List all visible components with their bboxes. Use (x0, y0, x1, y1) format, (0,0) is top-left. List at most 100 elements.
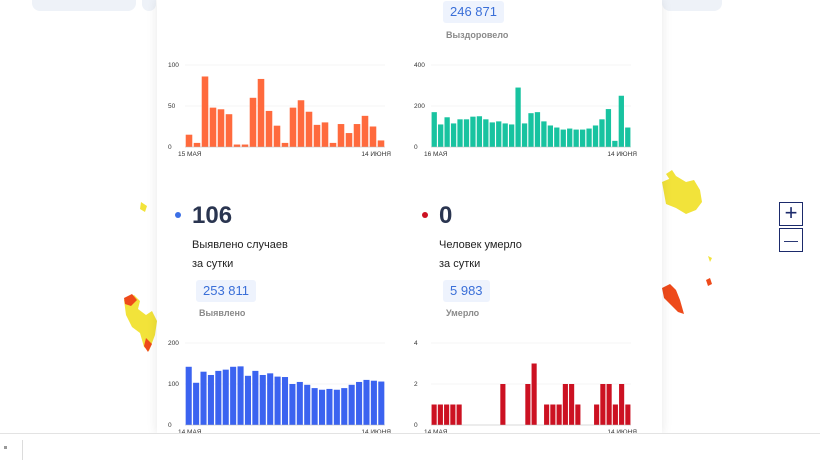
recovered-total-chip: 246 871 (443, 1, 504, 23)
bar (185, 366, 192, 425)
cases-dot (175, 212, 181, 218)
bar (296, 381, 303, 425)
background-region-chip-left (32, 0, 136, 11)
bar (534, 112, 541, 147)
bar (476, 116, 483, 147)
bar (573, 129, 579, 147)
bottom-bar-separator (22, 440, 23, 460)
bar (457, 119, 463, 147)
bar (363, 379, 370, 425)
y-tick-label: 100 (168, 381, 179, 388)
bar (554, 127, 560, 147)
y-tick-label: 200 (414, 103, 425, 110)
bar (361, 115, 369, 147)
bar (456, 404, 462, 425)
zoom-in-button[interactable]: + (779, 202, 803, 226)
y-tick-label: 0 (168, 144, 172, 151)
bar (528, 113, 534, 147)
bar (594, 404, 600, 425)
bar (489, 122, 495, 147)
bar (544, 404, 550, 425)
y-tick-label: 0 (414, 422, 418, 429)
statistics-card: 246 871 Выздоровело 100 50 0 15 МАЯ 14 ИЮНЯ … (157, 0, 662, 436)
bar (249, 97, 257, 147)
bar (252, 370, 259, 425)
bar (567, 128, 573, 147)
bar (333, 389, 340, 425)
bar (470, 116, 476, 147)
bar (579, 129, 586, 147)
bar (515, 87, 521, 147)
bar (556, 404, 562, 425)
background-region-chip-right (662, 0, 722, 11)
bar (329, 142, 337, 147)
bar (605, 109, 612, 147)
bar (267, 373, 274, 425)
deaths-description: Человек умерло за сутки (439, 236, 579, 274)
map-region-east (662, 170, 712, 314)
bottom-bar (0, 433, 820, 462)
x-end-label: 14 ИЮНЯ (607, 429, 637, 436)
deaths-total-chip: 5 983 (443, 280, 490, 302)
bar (625, 127, 631, 147)
bar (297, 100, 305, 147)
y-tick-label: 200 (168, 340, 179, 347)
bar (370, 380, 377, 425)
bar (500, 384, 506, 425)
recovered-caption: Выздоровело (446, 30, 509, 40)
bar (215, 370, 222, 425)
bar (438, 124, 444, 147)
y-tick-label: 0 (168, 422, 172, 429)
deaths-caption: Умерло (446, 308, 480, 318)
bar (496, 121, 502, 147)
deaths-dot (422, 212, 428, 218)
deaths-desc-line1: Человек умерло (439, 239, 522, 251)
x-start-label: 14 МАЯ (424, 429, 448, 436)
cases-desc-line2: за сутки (192, 258, 234, 270)
bar (345, 133, 353, 147)
bar (319, 389, 326, 425)
bar (274, 376, 281, 425)
x-end-label: 14 ИЮНЯ (361, 151, 391, 158)
map-region-west (124, 202, 157, 352)
bar (281, 377, 289, 425)
bar (313, 124, 321, 147)
cases-caption: Выявлено (199, 308, 246, 318)
bar (525, 384, 531, 425)
bar (337, 124, 345, 147)
y-tick-label: 50 (168, 103, 176, 110)
bar (575, 404, 581, 425)
cases-chart-blue: 200 100 0 14 МАЯ 14 ИЮНЯ (168, 340, 391, 436)
bar (625, 404, 631, 425)
bar (521, 123, 528, 147)
bar (304, 384, 311, 425)
x-start-label: 15 МАЯ (178, 151, 202, 158)
bar (450, 404, 456, 425)
recovered-chart: 400 200 0 16 МАЯ 14 ИЮНЯ (414, 62, 637, 158)
y-tick-label: 0 (414, 144, 418, 151)
bar (600, 384, 606, 425)
bar (450, 123, 457, 147)
bar (599, 119, 605, 147)
bar (444, 404, 450, 425)
bar (200, 371, 207, 425)
bar (509, 124, 515, 147)
bar (244, 375, 251, 425)
bar (560, 129, 566, 147)
deaths-total-value: 5 983 (450, 283, 483, 298)
bar (209, 107, 217, 147)
bar (311, 388, 318, 425)
bar (241, 144, 249, 147)
bar (305, 111, 313, 147)
cases-today-value: 106 (192, 202, 233, 229)
zoom-out-button[interactable]: — (779, 228, 803, 252)
background-region-chip-mid (142, 0, 156, 11)
x-start-label: 16 МАЯ (424, 151, 448, 158)
bar (619, 384, 625, 425)
bar (437, 404, 443, 425)
recovered-total-value: 246 871 (450, 4, 497, 19)
bar (326, 388, 333, 425)
bar (606, 384, 612, 425)
bar (193, 142, 201, 147)
bar (217, 109, 225, 147)
